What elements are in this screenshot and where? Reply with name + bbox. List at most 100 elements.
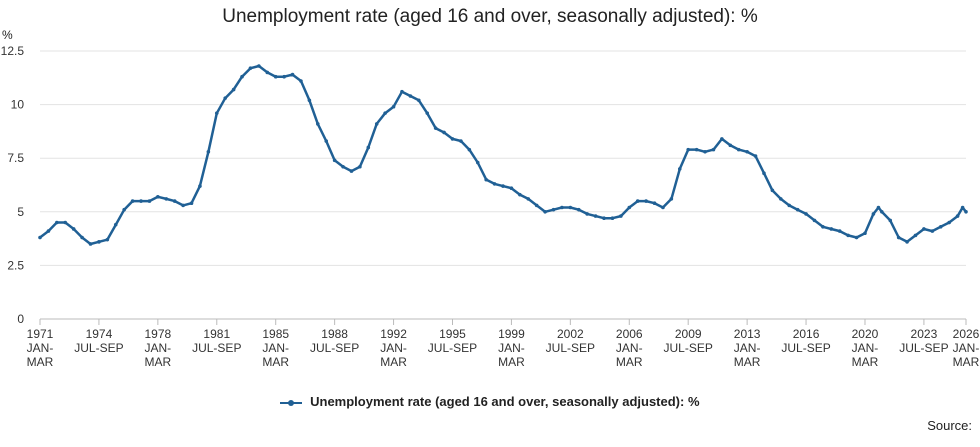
data-point: [450, 137, 455, 141]
data-point: [299, 79, 303, 83]
data-point: [930, 229, 935, 233]
data-point: [821, 225, 825, 229]
y-axis: 0 2.5 5 7.5 10 12.5: [1, 44, 25, 326]
gridlines: [40, 50, 966, 320]
data-point: [172, 199, 177, 203]
data-point: [627, 205, 632, 210]
y-tick-label: 10: [11, 98, 25, 112]
data-point: [888, 218, 893, 223]
data-point: [391, 104, 396, 109]
data-point: [876, 205, 881, 210]
x-tick-label: 2020 JAN-MAR: [852, 327, 879, 369]
legend: Unemployment rate (aged 16 and over, sea…: [0, 394, 980, 409]
x-tick-label: 1971 JAN-MAR: [27, 327, 54, 369]
data-point: [282, 74, 286, 79]
y-axis-unit-label: %: [2, 28, 13, 42]
data-point: [240, 74, 244, 79]
data-point: [366, 145, 371, 150]
data-point: [896, 235, 901, 240]
data-point: [332, 158, 337, 163]
data-point: [130, 199, 135, 203]
data-point: [837, 229, 842, 233]
x-tick-label: 1999 JAN-MAR: [498, 327, 525, 369]
legend-swatch-icon: [280, 398, 303, 408]
data-point: [113, 222, 118, 227]
data-point: [829, 227, 834, 231]
x-tick-label: 2002 JUL-SEP: [546, 327, 595, 355]
data-point: [324, 139, 329, 143]
x-tick-label: 2009 JUL-SEP: [664, 327, 713, 355]
series-line: [38, 64, 968, 246]
data-point: [922, 227, 926, 231]
data-point: [400, 89, 404, 94]
data-point: [753, 154, 758, 158]
data-point: [635, 199, 640, 203]
data-point: [736, 147, 741, 152]
data-point: [518, 192, 522, 197]
data-point: [576, 207, 581, 212]
data-point: [231, 87, 236, 92]
data-point: [147, 199, 152, 203]
data-point: [602, 216, 606, 221]
data-point: [720, 137, 724, 141]
data-point: [383, 111, 387, 115]
data-point: [804, 212, 808, 216]
data-point: [703, 149, 707, 154]
data-point: [223, 96, 227, 100]
data-point: [846, 233, 850, 238]
data-point: [80, 235, 84, 240]
data-point: [728, 143, 733, 148]
x-tick-label: 1995 JUL-SEP: [428, 327, 477, 355]
data-point: [745, 149, 749, 154]
data-point: [960, 205, 965, 210]
data-point: [711, 147, 716, 152]
data-point: [812, 218, 817, 223]
data-point: [644, 199, 648, 203]
x-tick-label: 2006 JAN-MAR: [616, 327, 643, 369]
data-point: [652, 201, 657, 206]
y-tick-label: 7.5: [7, 151, 24, 165]
data-point: [779, 197, 783, 201]
y-tick-label: 2.5: [7, 258, 24, 272]
x-tick-label: 1974 JUL-SEP: [74, 327, 123, 355]
data-point: [501, 184, 505, 188]
data-point: [526, 197, 531, 201]
source-label: Source:: [927, 418, 972, 433]
data-point: [661, 205, 665, 210]
data-point: [467, 147, 472, 152]
data-point: [38, 235, 42, 240]
data-point: [307, 98, 312, 103]
data-point: [854, 235, 859, 240]
x-tick-label: 1992 JAN-MAR: [380, 327, 407, 369]
data-point: [694, 147, 699, 152]
x-tick-label: 1988 JUL-SEP: [310, 327, 359, 355]
x-tick-label: 1985 JAN-MAR: [262, 327, 289, 369]
data-point: [316, 122, 320, 126]
data-point: [71, 227, 76, 231]
y-tick-label: 12.5: [1, 44, 25, 58]
data-point: [189, 201, 194, 206]
x-tick-label: 2016 JUL-SEP: [781, 327, 830, 355]
data-point: [273, 74, 278, 79]
data-point: [475, 160, 480, 165]
data-point: [442, 130, 446, 135]
data-point: [863, 231, 867, 236]
data-point: [880, 210, 884, 214]
data-point: [938, 225, 943, 229]
data-point: [955, 214, 960, 218]
chart-title: Unemployment rate (aged 16 and over, sea…: [222, 6, 758, 27]
x-tick-label: 1978 JAN-MAR: [145, 327, 172, 369]
data-point: [88, 242, 93, 246]
data-point: [257, 64, 261, 68]
data-point: [787, 203, 792, 208]
data-point: [686, 147, 690, 152]
data-point: [484, 177, 488, 182]
data-point: [417, 98, 421, 103]
data-point: [593, 214, 598, 218]
data-point: [560, 205, 564, 210]
legend-label: Unemployment rate (aged 16 and over, sea…: [310, 394, 700, 409]
data-point: [677, 167, 682, 171]
data-point: [374, 122, 379, 126]
data-point: [105, 237, 110, 242]
